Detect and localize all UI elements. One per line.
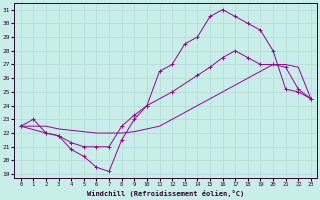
X-axis label: Windchill (Refroidissement éolien,°C): Windchill (Refroidissement éolien,°C) [87,190,244,197]
